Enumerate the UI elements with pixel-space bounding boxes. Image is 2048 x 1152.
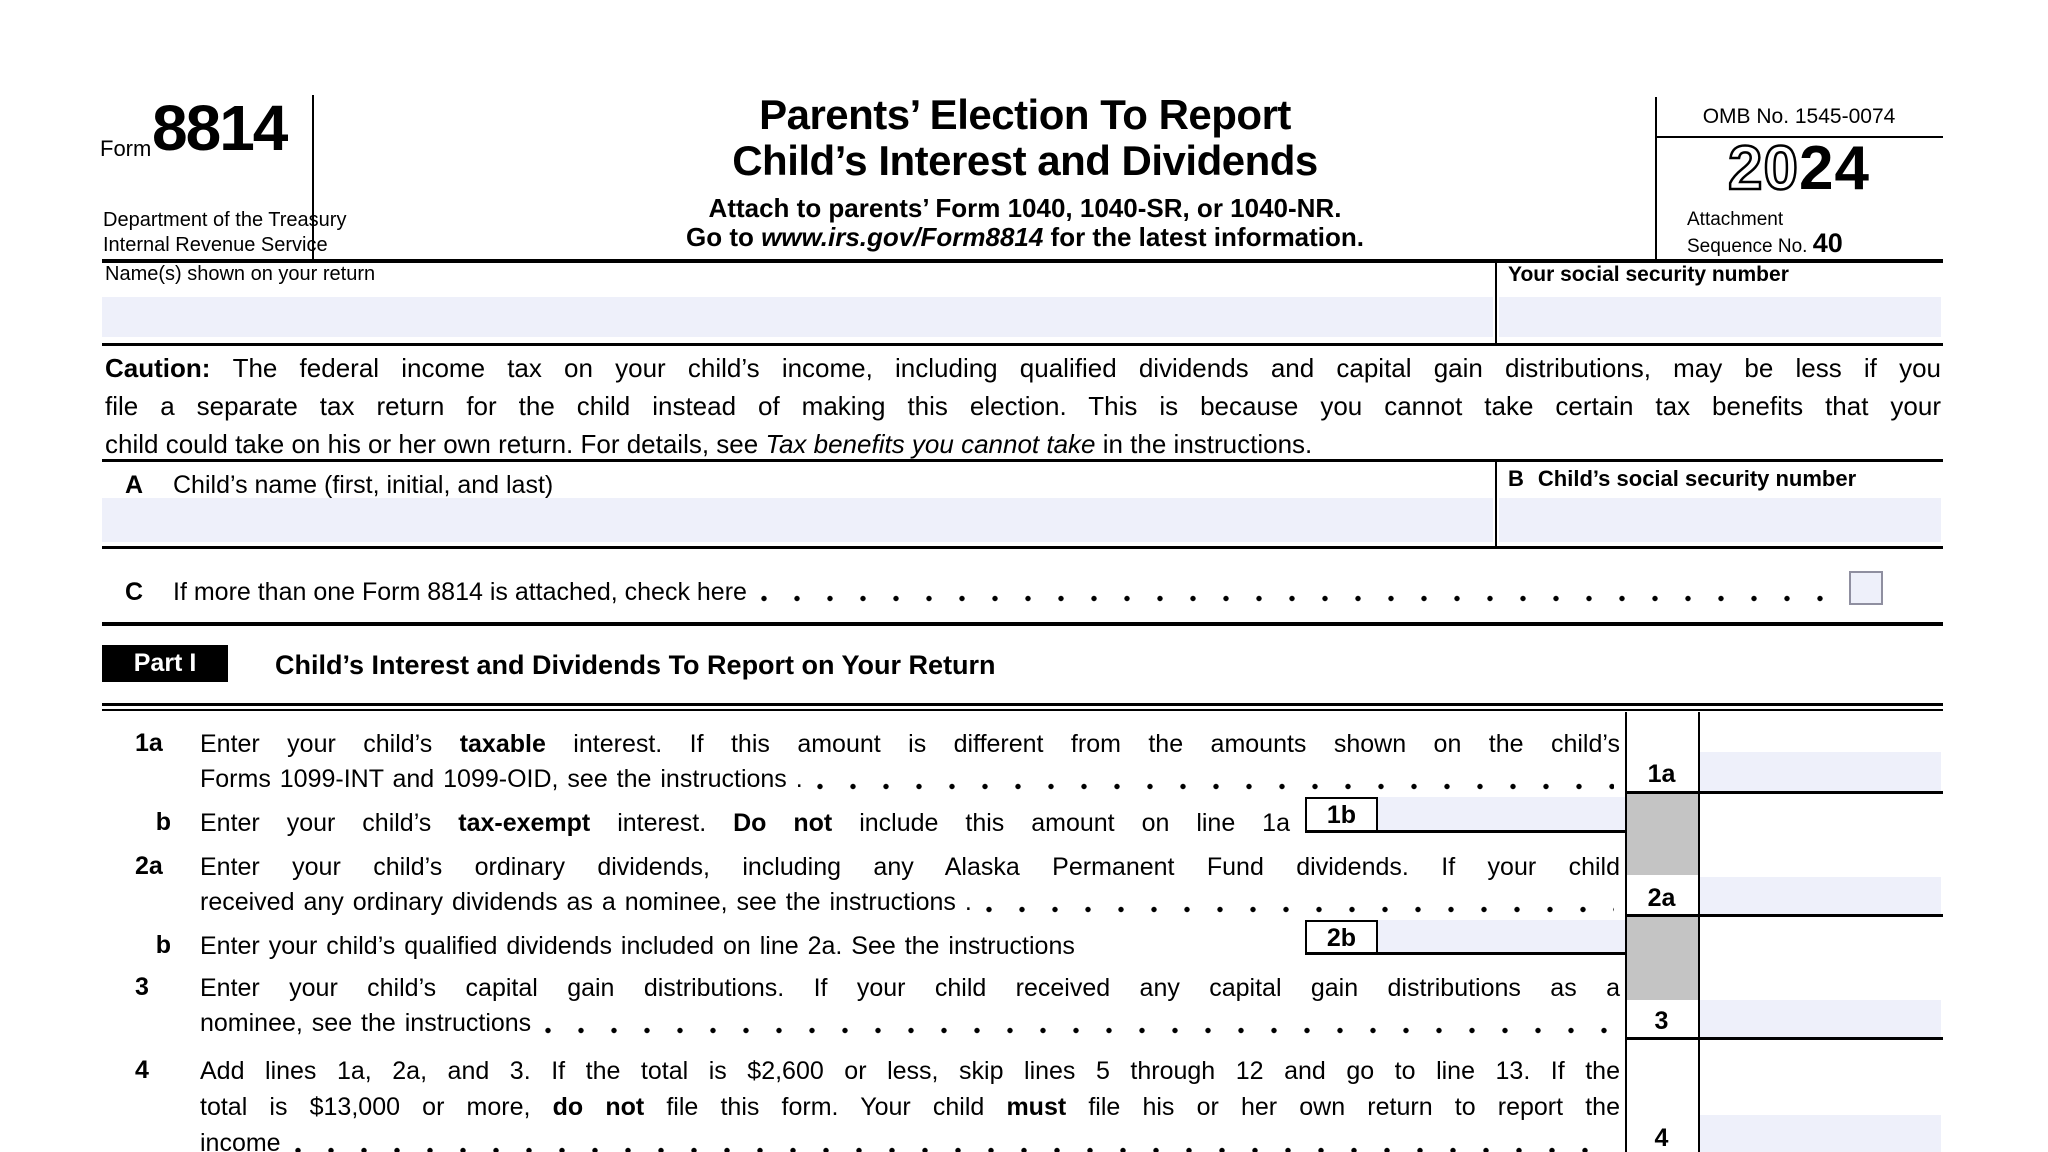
line-2b-amount-input[interactable] bbox=[1378, 920, 1625, 954]
line-1a-bottom-rule bbox=[1625, 791, 1943, 794]
multiple-forms-label: If more than one Form 8814 is attached, … bbox=[173, 578, 747, 606]
line-2b-text: Enter your child’s qualified dividends i… bbox=[200, 932, 1075, 960]
part1-rule-thin bbox=[102, 709, 1943, 711]
line-4-text-2: total is $13,000 or more, do not file th… bbox=[200, 1093, 1620, 1121]
line-4-amount-input[interactable] bbox=[1700, 1115, 1941, 1152]
caution-bottom-rule bbox=[102, 459, 1943, 462]
name-band-rule bbox=[102, 343, 1943, 346]
row-c-letter: C bbox=[125, 578, 144, 606]
dotted-leader bbox=[985, 906, 1614, 913]
line-4-number: 4 bbox=[135, 1056, 149, 1084]
line-2a-text-2-content: received any ordinary dividends as a nom… bbox=[200, 888, 972, 916]
goto-instruction: Go to www.irs.gov/Form8814 for the lates… bbox=[685, 222, 1365, 252]
line-3-box-label: 3 bbox=[1654, 1007, 1669, 1035]
row-c-bottom-rule bbox=[102, 622, 1943, 626]
child-name-label: Child’s name (first, initial, and last) bbox=[173, 471, 554, 499]
part1-badge: Part I bbox=[102, 645, 228, 682]
line-2a-amount-input[interactable] bbox=[1700, 877, 1941, 914]
line-2a-text-2: received any ordinary dividends as a nom… bbox=[200, 887, 1620, 918]
form-title-line1: Parents’ Election To Report bbox=[759, 91, 1291, 138]
line-1b-box-label: 1b bbox=[1305, 797, 1378, 832]
dotted-leader bbox=[816, 783, 1614, 790]
caution-line-2: file a separate tax return for the child… bbox=[105, 391, 1941, 421]
attach-instruction: Attach to parents’ Form 1040, 1040-SR, o… bbox=[708, 193, 1342, 223]
name-label: Name(s) shown on your return bbox=[105, 263, 376, 285]
line-3-text-2: nominee, see the instructions bbox=[200, 1008, 1620, 1039]
form-word: Form bbox=[100, 136, 152, 161]
sequence-label: Sequence No. bbox=[1687, 236, 1813, 257]
line-2a-box-label: 2a bbox=[1647, 884, 1676, 912]
header-divider-right bbox=[1655, 97, 1657, 259]
form-title-line2: Child’s Interest and Dividends bbox=[732, 137, 1318, 184]
line-4-text-3-content: income bbox=[200, 1129, 281, 1152]
line-1b-amount-input[interactable] bbox=[1378, 797, 1625, 832]
caution-line-1: Caution: The federal income tax on your … bbox=[105, 353, 1941, 383]
grid-divider-left bbox=[1625, 712, 1627, 1152]
sequence-number: 40 bbox=[1812, 228, 1843, 258]
caution-line-3: child could take on his or her own retur… bbox=[105, 429, 1313, 459]
line-1a-text-2-content: Forms 1099-INT and 1099-OID, see the ins… bbox=[200, 765, 803, 793]
line-3-number: 3 bbox=[135, 973, 149, 1001]
child-ssn-label: B Child’s social security number bbox=[1508, 466, 1856, 492]
header-bottom-rule bbox=[102, 259, 1943, 263]
line-2a-bottom-rule bbox=[1625, 914, 1943, 917]
row-b-letter: B bbox=[1508, 466, 1524, 491]
part1-rule-thick bbox=[102, 703, 1943, 706]
omb-number: OMB No. 1545-0074 bbox=[1702, 105, 1896, 128]
line-3-bottom-rule bbox=[1625, 1037, 1943, 1040]
form-number: 8814 bbox=[152, 92, 288, 164]
agency-lines: Department of the Treasury Internal Reve… bbox=[103, 208, 346, 258]
line-3-text-1: Enter your child’s capital gain distribu… bbox=[200, 974, 1620, 1002]
line-4-text-1: Add lines 1a, 2a, and 3. If the total is… bbox=[200, 1057, 1620, 1085]
child-name-input[interactable] bbox=[102, 498, 1493, 542]
dotted-leader bbox=[545, 1027, 1614, 1034]
row-ab-bottom-rule bbox=[102, 546, 1943, 549]
agency-line-1: Department of the Treasury bbox=[103, 209, 347, 231]
shaded-cell-1b bbox=[1627, 793, 1698, 875]
attachment-label: Attachment bbox=[1687, 209, 1784, 230]
line-1b-text: Enter your child’s tax-exempt interest. … bbox=[200, 809, 1290, 837]
dotted-leader bbox=[760, 595, 1832, 602]
tax-year-solid: 24 bbox=[1799, 134, 1870, 203]
line-1a-text-1: Enter your child’s taxable interest. If … bbox=[200, 730, 1620, 758]
shaded-cell-2b bbox=[1627, 916, 1698, 1000]
omb-divider bbox=[1655, 136, 1943, 138]
line-1a-box-label: 1a bbox=[1647, 760, 1676, 788]
name-input[interactable] bbox=[102, 297, 1493, 337]
name-ssn-divider bbox=[1495, 259, 1497, 343]
line-2b-box-label: 2b bbox=[1305, 920, 1378, 954]
line-2a-number: 2a bbox=[135, 852, 163, 880]
row-ab-divider bbox=[1495, 459, 1497, 546]
row-b-text: Child’s social security number bbox=[1537, 466, 1857, 491]
line-3-amount-input[interactable] bbox=[1700, 1000, 1941, 1037]
row-a-letter: A bbox=[125, 471, 144, 499]
line-4-box-label: 4 bbox=[1654, 1124, 1669, 1152]
tax-year-outline: 20 bbox=[1727, 134, 1799, 203]
line-3-text-2-content: nominee, see the instructions bbox=[200, 1009, 532, 1037]
tax-year: 2024 bbox=[1655, 136, 1943, 201]
attachment-sequence: Sequence No. 40 bbox=[1687, 230, 1843, 260]
ssn-input[interactable] bbox=[1499, 297, 1941, 337]
agency-line-2: Internal Revenue Service bbox=[103, 234, 328, 256]
line-2a-text-1: Enter your child’s ordinary dividends, i… bbox=[200, 853, 1620, 881]
dotted-leader bbox=[294, 1147, 1614, 1152]
multiple-forms-checkbox[interactable] bbox=[1849, 571, 1883, 605]
line-4-text-3: income bbox=[200, 1128, 1620, 1152]
line-1b-bottom-rule bbox=[1305, 830, 1625, 833]
line-1a-text-2: Forms 1099-INT and 1099-OID, see the ins… bbox=[200, 764, 1620, 795]
grid-divider-right bbox=[1698, 712, 1700, 1152]
header-divider-left bbox=[312, 95, 314, 259]
ssn-label: Your social security number bbox=[1508, 263, 1789, 286]
line-1a-number: 1a bbox=[135, 729, 163, 757]
line-2b-number: b bbox=[155, 931, 171, 959]
line-1a-amount-input[interactable] bbox=[1700, 752, 1941, 791]
child-ssn-input[interactable] bbox=[1499, 498, 1941, 542]
line-1b-number: b bbox=[155, 808, 171, 836]
part1-title: Child’s Interest and Dividends To Report… bbox=[275, 650, 996, 680]
row-c: If more than one Form 8814 is attached, … bbox=[173, 578, 1838, 607]
line-2b-bottom-rule bbox=[1305, 952, 1625, 955]
